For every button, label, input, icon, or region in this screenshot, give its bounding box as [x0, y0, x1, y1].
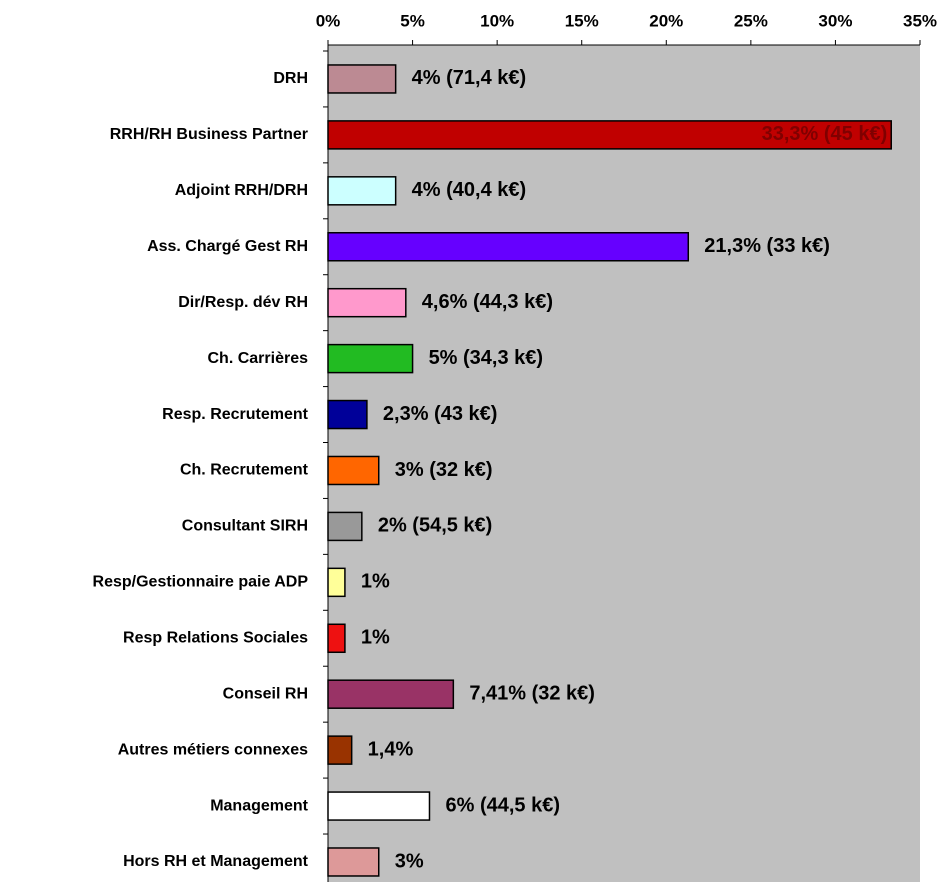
bar [327, 791, 431, 821]
category-label: Dir/Resp. dév RH [178, 294, 308, 311]
x-tick-label: 5% [400, 11, 425, 30]
value-label: 33,3% (45 k€) [762, 123, 888, 145]
bar [327, 232, 690, 262]
value-label: 1% [361, 627, 390, 649]
value-label: 1,4% [368, 738, 414, 760]
category-label: Management [210, 797, 308, 814]
value-label: 3% [395, 850, 424, 872]
category-label: Adjoint RRH/DRH [175, 182, 308, 199]
bar [327, 847, 380, 877]
bar [327, 623, 346, 654]
value-label: 4,6% (44,3 k€) [422, 291, 553, 313]
category-label: Resp. Recrutement [162, 406, 308, 423]
value-label: 2% (54,5 k€) [378, 515, 493, 537]
value-label: 6% (44,5 k€) [445, 794, 560, 816]
x-tick-label: 15% [565, 11, 599, 30]
x-tick-label: 0% [316, 11, 341, 30]
category-label: Ass. Chargé Gest RH [147, 238, 308, 255]
value-label: 5% (34,3 k€) [429, 347, 544, 369]
category-label: Resp/Gestionnaire paie ADP [93, 574, 309, 591]
value-label: 2,3% (43 k€) [383, 403, 498, 425]
x-tick-label: 35% [903, 11, 937, 30]
value-label: 4% (71,4 k€) [412, 67, 527, 89]
bar [327, 120, 892, 150]
bar [327, 176, 397, 206]
category-label: DRH [273, 70, 308, 87]
x-tick-label: 25% [734, 11, 768, 30]
bar [327, 287, 407, 318]
bar [327, 343, 414, 374]
bar [327, 735, 353, 765]
value-label: 7,41% (32 k€) [469, 682, 595, 704]
category-label: Hors RH et Management [123, 853, 309, 870]
x-tick-label: 10% [480, 11, 514, 30]
bar [327, 64, 397, 94]
bar [327, 567, 346, 598]
value-label: 4% (40,4 k€) [412, 179, 527, 201]
x-tick-label: 20% [649, 11, 683, 30]
bar [327, 511, 363, 542]
value-label: 3% (32 k€) [395, 459, 493, 481]
plot-area [328, 45, 920, 882]
value-label: 1% [361, 571, 390, 593]
category-label: Ch. Recrutement [180, 462, 309, 479]
x-tick-label: 30% [818, 11, 852, 30]
value-label: 21,3% (33 k€) [704, 235, 830, 257]
bar [327, 679, 455, 709]
category-label: Resp Relations Sociales [123, 629, 308, 646]
category-label: Autres métiers connexes [118, 741, 308, 758]
category-label: Consultant SIRH [182, 518, 308, 535]
bar [327, 455, 380, 486]
category-label: RRH/RH Business Partner [110, 126, 308, 143]
bar [327, 399, 368, 430]
category-label: Ch. Carrières [208, 350, 309, 367]
category-label: Conseil RH [223, 685, 308, 702]
